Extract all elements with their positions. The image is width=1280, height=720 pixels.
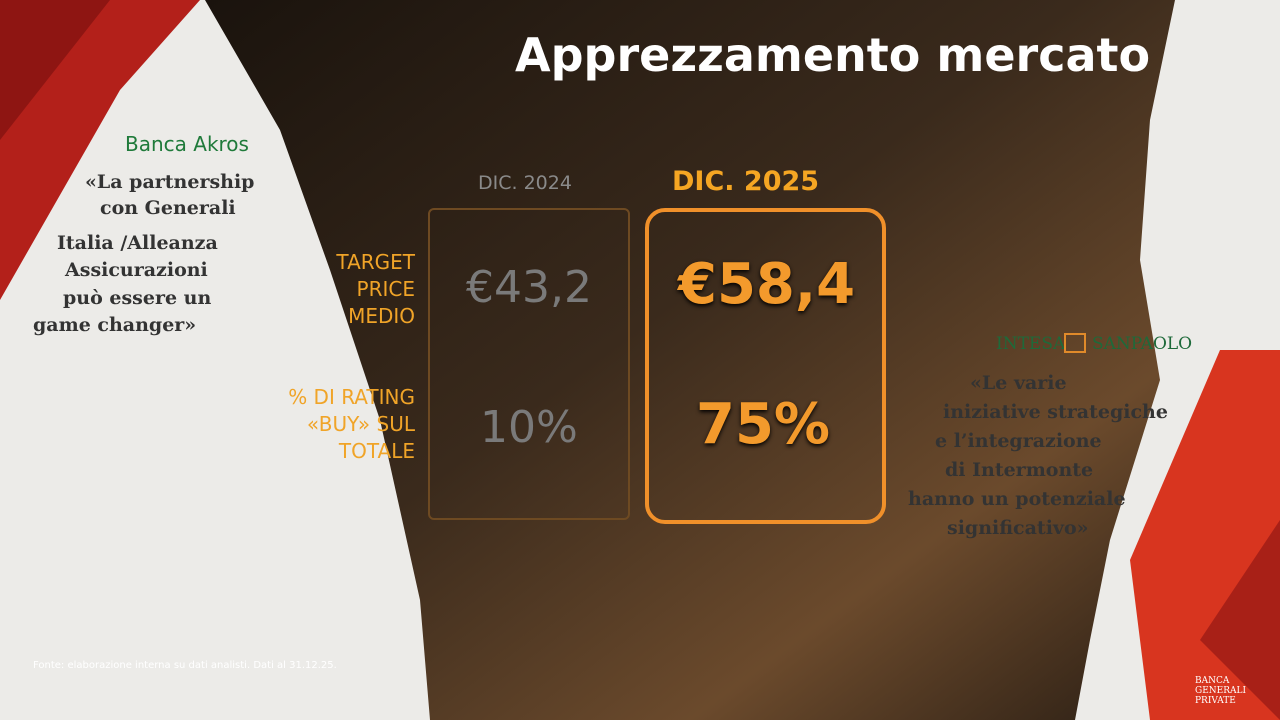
brand-logo: SANPAOLO — [1092, 334, 1193, 354]
cell-value: €43,2 — [466, 262, 592, 313]
company-logo: BANCA GENERALI PRIVATE — [1195, 676, 1246, 706]
quote-line: con Generali — [100, 197, 236, 219]
column-box — [428, 208, 630, 520]
quote-line: e l’integrazione — [935, 430, 1102, 452]
column-box — [645, 208, 886, 524]
logo-line: PRIVATE — [1195, 696, 1236, 706]
quote-line: Italia /Alleanza — [57, 232, 218, 254]
quote-line: «La partnership — [85, 171, 255, 193]
quote-line: significativo» — [947, 517, 1089, 539]
brand-logo: Banca Akros — [125, 132, 249, 156]
quote-line: «Le varie — [970, 372, 1067, 394]
brand-icon — [1064, 333, 1086, 353]
cell-value: 75% — [696, 392, 831, 457]
cell-value: €58,4 — [678, 252, 856, 317]
row-label: «BUY» SUL — [306, 412, 415, 436]
quote-line: può essere un — [63, 287, 212, 309]
cell-value: 10% — [480, 402, 578, 453]
row-label: % DI RATING — [288, 385, 415, 409]
row-label: TOTALE — [338, 439, 415, 463]
footnote: Fonte: elaborazione interna su dati anal… — [33, 660, 337, 671]
title: Apprezzamento mercato — [515, 28, 1151, 82]
logo-line: GENERALI — [1195, 686, 1247, 696]
row-label: MEDIO — [348, 304, 415, 328]
column-header: DIC. 2025 — [672, 166, 820, 197]
row-label: PRICE — [356, 277, 415, 301]
logo-line: BANCA — [1195, 676, 1230, 686]
quote-line: iniziative strategiche — [943, 401, 1168, 423]
row-label: TARGET — [336, 250, 415, 274]
quote-line: di Intermonte — [945, 459, 1094, 481]
column-header: DIC. 2024 — [478, 172, 572, 194]
quote-line: hanno un potenziale — [908, 488, 1126, 510]
quote-line: game changer» — [33, 314, 197, 336]
brand-logo: INTESA — [996, 334, 1066, 354]
quote-line: Assicurazioni — [65, 259, 208, 281]
